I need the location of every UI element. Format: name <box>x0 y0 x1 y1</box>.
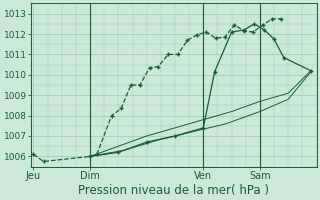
X-axis label: Pression niveau de la mer( hPa ): Pression niveau de la mer( hPa ) <box>78 184 269 197</box>
